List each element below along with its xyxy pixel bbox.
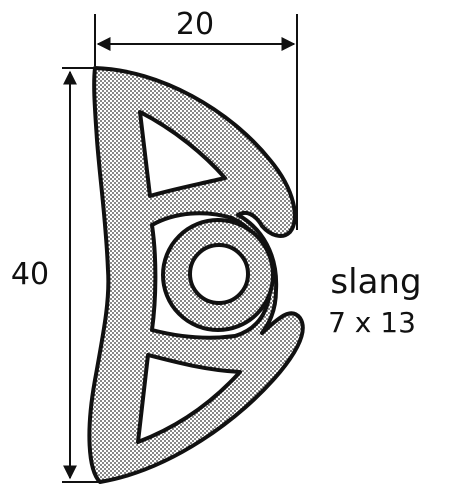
rubber-profile: [87, 66, 305, 484]
hose-annotation: slang 7 x 13: [328, 262, 421, 339]
lower-chamber: [136, 353, 242, 444]
height-dimension: 40: [11, 67, 100, 483]
annotation-line1: slang: [330, 262, 421, 302]
width-label: 20: [176, 7, 214, 42]
upper-chamber: [138, 110, 227, 198]
width-dimension: 20: [94, 7, 298, 230]
annotation-line2: 7 x 13: [328, 306, 416, 339]
height-label: 40: [11, 257, 49, 292]
hose-bore: [188, 243, 250, 305]
